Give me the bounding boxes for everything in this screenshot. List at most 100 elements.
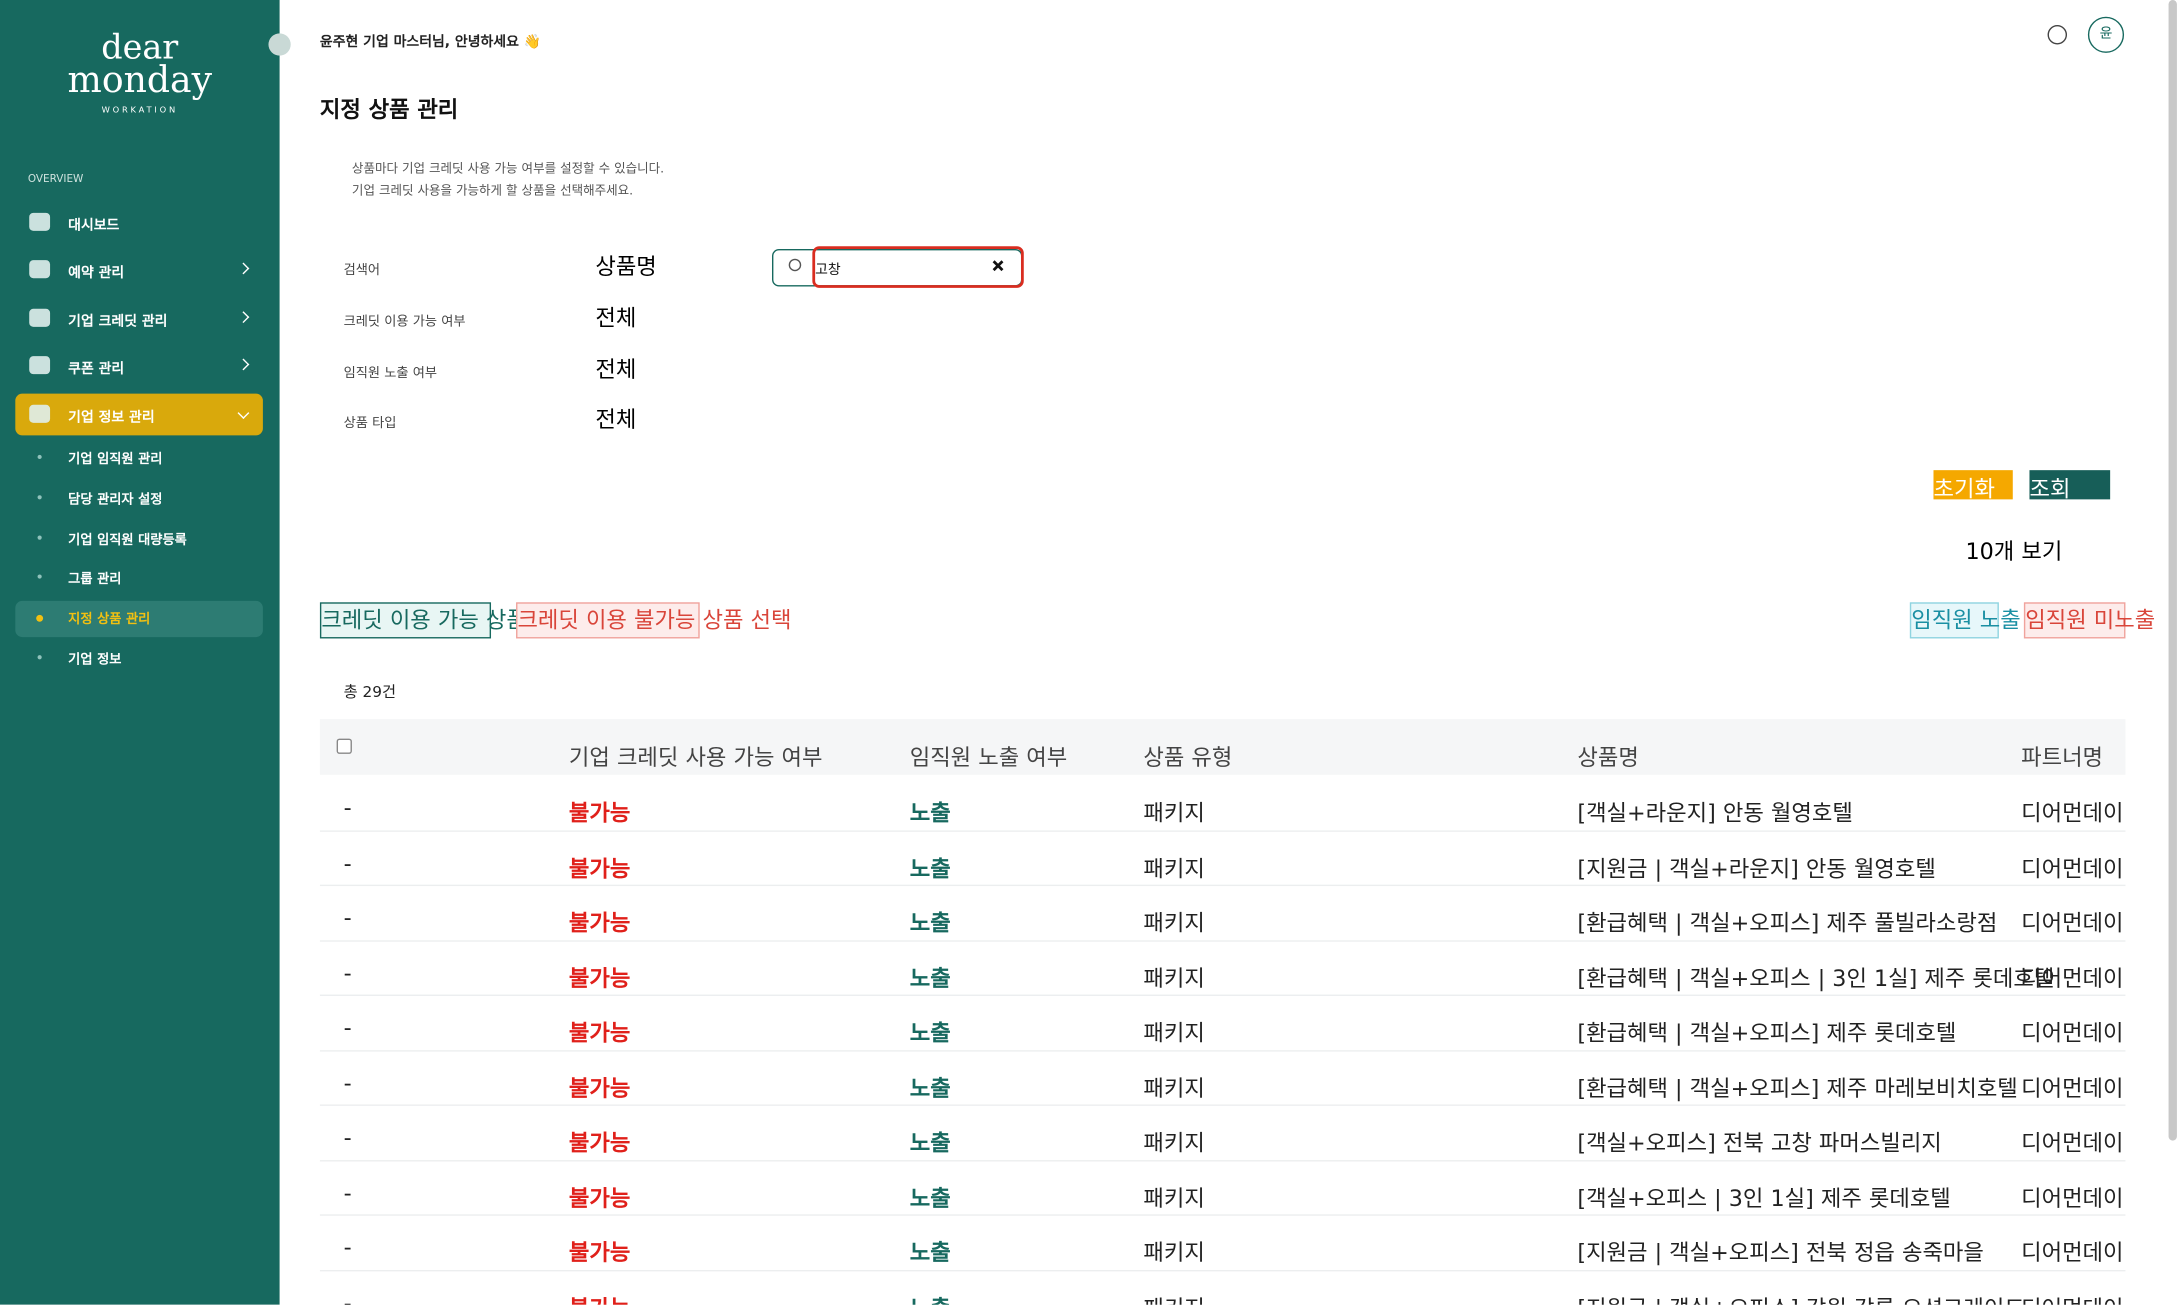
column-header cell: 상품명 bbox=[1577, 744, 1639, 771]
menu-icon bbox=[29, 212, 51, 231]
table-cell cell: 노출 bbox=[909, 1129, 951, 1156]
table-cell cell[interactable]: [객실+오피스] 전북 고창 파머스빌리지 bbox=[1577, 1129, 1942, 1156]
search-button btn[interactable]: 조회 bbox=[2029, 470, 2111, 502]
filter-select sel[interactable]: 전체 bbox=[595, 355, 637, 382]
table-cell cell: 패키지 bbox=[1143, 1289, 1204, 1304]
table-cell cell: 노출 bbox=[909, 1074, 951, 1101]
table-cell cell: 디어먼데이 bbox=[2021, 1239, 2124, 1266]
table-cell cell: 디어먼데이 bbox=[2021, 854, 2124, 882]
menu-icon bbox=[29, 356, 51, 375]
filter-select sel[interactable]: 전체 bbox=[595, 406, 637, 434]
table-cell cell[interactable]: [환급혜택 | 객실+오피스] 제주 롯데호텔 bbox=[1577, 1019, 1957, 1047]
submenu-item[interactable]: 기업 임직원 관리 bbox=[68, 452, 163, 468]
table-cell cell: 패키지 bbox=[1143, 1019, 1205, 1047]
table-cell cell[interactable]: [환급혜택 | 객실+오피스] 제주 마레보비치호텔 bbox=[1577, 1074, 2018, 1101]
page-size-select sel[interactable]: 10개 보기 bbox=[1965, 538, 2063, 565]
table-cell cell: 노출 bbox=[909, 854, 951, 882]
menu-icon bbox=[29, 404, 51, 423]
submenu-item[interactable]: 지정 상품 관리 bbox=[68, 612, 151, 628]
credit-on-button btn[interactable]: 크레딧 이용 가능 상품 선택 bbox=[319, 602, 575, 639]
table-cell cell: 노출 bbox=[909, 1019, 951, 1047]
submenu-active-bg bbox=[15, 601, 263, 638]
select-all-checkbox[interactable] bbox=[336, 738, 352, 754]
column-header cell: 기업 크레딧 사용 가능 여부 bbox=[568, 744, 823, 771]
menu-arrow bbox=[237, 262, 250, 275]
table-cell cell: 디어먼데이 bbox=[2021, 909, 2124, 937]
table-header bbox=[319, 719, 2126, 775]
menu-item[interactable]: 쿠폰 관리 bbox=[68, 361, 125, 377]
menu-item[interactable]: 기업 정보 관리 bbox=[68, 410, 155, 426]
total-count: 총 29건 bbox=[343, 682, 397, 702]
table-cell cell: 디어먼데이 bbox=[2021, 799, 2124, 827]
table-cell cell: 노출 bbox=[909, 1239, 951, 1266]
table-cell cell: 패키지 bbox=[1143, 1074, 1205, 1101]
submenu-item[interactable]: 기업 정보 bbox=[68, 652, 122, 668]
submenu-item[interactable]: 담당 관리자 설정 bbox=[68, 492, 163, 508]
menu-item[interactable]: 대시보드 bbox=[68, 218, 120, 234]
column-header cell: 파트너명 bbox=[2021, 744, 2104, 771]
row-divider bbox=[319, 1104, 2126, 1106]
table-cell cell: 패키지 bbox=[1143, 1129, 1205, 1156]
credit-off-button btn[interactable]: 크레딧 이용 불가능 상품 선택 bbox=[516, 602, 791, 639]
page-title: 지정 상품 관리 bbox=[319, 95, 459, 123]
row-divider bbox=[319, 939, 2126, 942]
submenu-dot bbox=[37, 575, 42, 580]
row-divider bbox=[319, 884, 2126, 887]
table-cell cell: - bbox=[343, 1123, 352, 1151]
avatar[interactable]: 윤 bbox=[2087, 16, 2125, 53]
search-input[interactable]: 고창 bbox=[815, 262, 841, 279]
table-cell cell: 디어먼데이 bbox=[2021, 1129, 2124, 1156]
table-cell cell[interactable]: [지원금 | 객실+라운지] 안동 월영호텔 bbox=[1577, 854, 1936, 882]
info-icon[interactable] bbox=[2047, 25, 2068, 45]
description: 기업 크레딧 사용을 가능하게 할 상품을 선택해주세요. bbox=[351, 185, 634, 199]
table-cell cell[interactable]: [환급혜택 | 객실+오피스] 제주 풀빌라소랑점 bbox=[1577, 909, 1998, 937]
search-icon bbox=[788, 258, 802, 272]
table-cell cell: 패키지 bbox=[1143, 799, 1205, 827]
submenu-dot bbox=[37, 454, 42, 460]
table-cell cell: 불가능 bbox=[568, 1019, 631, 1047]
menu-icon bbox=[29, 308, 51, 327]
table-cell cell: 디어먼데이 bbox=[2021, 964, 2124, 992]
scrollbar bbox=[2168, 0, 2177, 1141]
menu-arrow bbox=[237, 358, 250, 371]
table-cell cell: 불가능 bbox=[568, 799, 631, 827]
table-cell cell: 불가능 bbox=[568, 1129, 631, 1156]
row-divider bbox=[319, 1214, 2126, 1216]
column-header cell: 임직원 노출 여부 bbox=[909, 744, 1068, 771]
table-cell cell[interactable]: [지원금 | 객실+오피스] 전북 정읍 송죽마을 bbox=[1577, 1239, 1984, 1266]
menu-active-bg bbox=[15, 393, 263, 436]
table-cell cell: - bbox=[343, 1068, 352, 1096]
menu-arrow bbox=[237, 311, 250, 324]
expose-button btn[interactable]: 임직원 노출 bbox=[1909, 602, 2021, 639]
table-cell cell[interactable]: [객실+라운지] 안동 월영호텔 bbox=[1577, 799, 1853, 827]
table-cell cell: 불가능 bbox=[569, 1289, 630, 1304]
table-cell cell: 불가능 bbox=[568, 854, 631, 882]
table-cell cell: 노출 bbox=[910, 1289, 951, 1304]
table-cell cell[interactable]: [지원금 | 객실+오피스] 강원 강릉 오션그레이드 bbox=[1577, 1289, 2024, 1304]
hide-button btn[interactable]: 임직원 미노출 bbox=[2023, 602, 2155, 639]
table-cell cell: - bbox=[343, 1178, 352, 1206]
sidebar: dear monday WORKATION OVERVIEW 대시보드 예약 관리 기업 크… bbox=[0, 0, 280, 1305]
filter-label: 임직원 노출 여부 bbox=[343, 365, 438, 381]
collapse-button[interactable] bbox=[268, 33, 291, 56]
table-cell cell[interactable]: [환급혜택 | 객실+오피스 | 3인 1실] 제주 롯데호텔 bbox=[1577, 964, 2055, 992]
menu-item[interactable]: 예약 관리 bbox=[68, 265, 125, 281]
filter-select sel[interactable]: 상품명 bbox=[595, 253, 657, 280]
table-cell cell: 노출 bbox=[909, 964, 951, 992]
table-cell cell: 불가능 bbox=[568, 1184, 631, 1211]
table-cell cell: 불가능 bbox=[568, 909, 631, 937]
table-cell cell: 불가능 bbox=[568, 964, 631, 992]
filter-label: 크레딧 이용 가능 여부 bbox=[343, 314, 466, 330]
table-cell cell: 불가능 bbox=[568, 1239, 631, 1266]
menu-item[interactable]: 기업 크레딧 관리 bbox=[68, 314, 168, 330]
submenu-dot bbox=[37, 494, 42, 500]
reset-button btn[interactable]: 초기화 bbox=[1933, 470, 2013, 502]
filter-select sel[interactable]: 전체 bbox=[595, 304, 637, 331]
search-highlight bbox=[812, 246, 1024, 288]
submenu-dot bbox=[36, 615, 44, 623]
submenu-dot bbox=[37, 655, 42, 660]
table-cell cell[interactable]: [객실+오피스 | 3인 1실] 제주 롯데호텔 bbox=[1577, 1184, 1951, 1211]
submenu-item[interactable]: 그룹 관리 bbox=[68, 572, 122, 588]
submenu-item[interactable]: 기업 임직원 대량등록 bbox=[68, 532, 187, 548]
